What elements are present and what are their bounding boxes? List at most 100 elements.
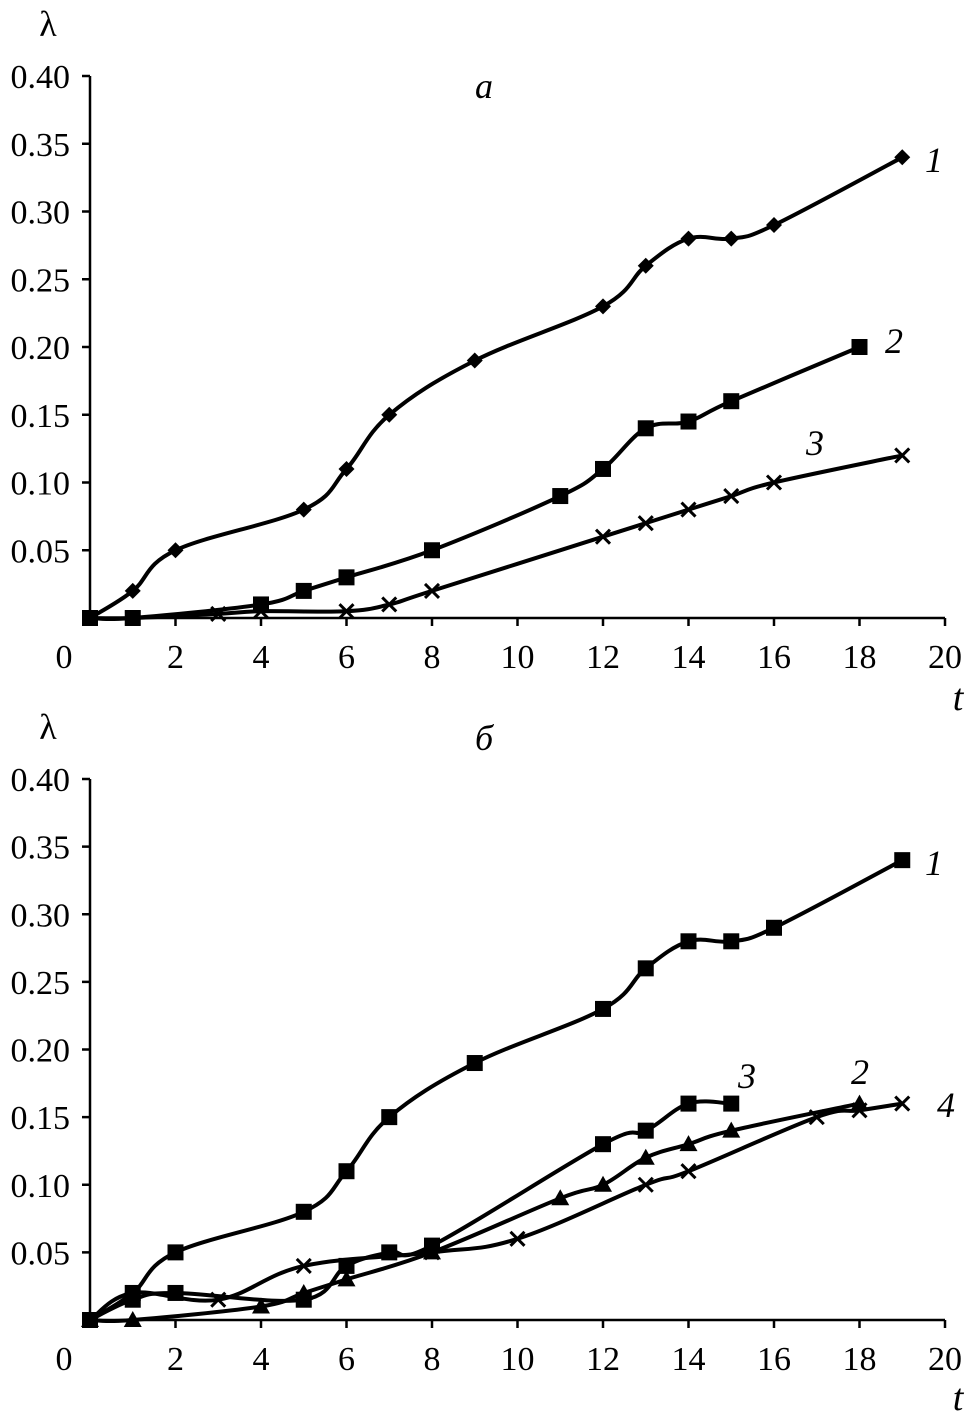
- x-tick-label: 16: [757, 1341, 791, 1378]
- series-1-point: [595, 1000, 611, 1017]
- series-2-line: [88, 345, 862, 622]
- y-tick-label: 0.10: [11, 1168, 71, 1205]
- y-tick-label: 0.05: [11, 1235, 71, 1272]
- series-3-line: [88, 1099, 734, 1322]
- series-1-point: [466, 352, 483, 369]
- series-1-point: [295, 501, 312, 518]
- series-3-point: [595, 1136, 611, 1153]
- series-1-point: [381, 406, 398, 423]
- series-4-point: [894, 1095, 911, 1112]
- x-tick-label: 10: [501, 639, 535, 676]
- series-1-point: [637, 257, 654, 274]
- chart-panel-b: 0.05 0.10 0.15 0.20 0.25 0.30 0.35 0.40 0 2 4 6 8 10 1…: [11, 707, 965, 1419]
- series-1-point: [381, 1109, 398, 1126]
- series-4-line: [88, 1101, 905, 1322]
- series-3-point: [338, 603, 355, 620]
- series-1-point: [338, 1163, 355, 1180]
- x-axis-title: t: [953, 677, 965, 719]
- y-axis-title: λ: [39, 707, 57, 747]
- x-tick-label: 2: [167, 639, 184, 676]
- series-1-point: [466, 1055, 483, 1072]
- y-tick-label: 0.40: [11, 59, 71, 96]
- series-2-point: [595, 460, 611, 477]
- series-3-point: [295, 1291, 312, 1308]
- x-tick-label: 10: [501, 1341, 535, 1378]
- series-2-line: [88, 1101, 862, 1324]
- y-tick-label: 0.35: [11, 830, 71, 867]
- series-1-point: [295, 1203, 312, 1220]
- x-tick-label: 4: [253, 639, 270, 676]
- series-2-point: [636, 1148, 655, 1165]
- y-tick-label: 0.30: [11, 195, 71, 232]
- series-1-point: [894, 149, 911, 166]
- series-3-point: [81, 609, 99, 627]
- series-2-point: [551, 1189, 570, 1206]
- series-1-point: [894, 852, 911, 869]
- x-tick-label: 14: [672, 1341, 706, 1378]
- series-3-point: [423, 582, 441, 599]
- series-4-point: [295, 1257, 312, 1274]
- series-3-point: [894, 447, 911, 464]
- series-1-point: [680, 230, 697, 247]
- y-tick-label: 0.20: [11, 1033, 71, 1070]
- series-4-label: 4: [937, 1085, 955, 1125]
- series-3-point: [723, 1095, 740, 1112]
- series-1-point: [680, 933, 697, 950]
- series-2-point: [295, 582, 312, 599]
- series-2-label: 2: [851, 1052, 869, 1092]
- y-axis-title: λ: [39, 4, 57, 44]
- series-3-point: [765, 474, 783, 491]
- x-tick-label: 0: [56, 639, 73, 676]
- series-3-point: [637, 1122, 654, 1139]
- series-2-point: [680, 413, 697, 430]
- series-1-label: 1: [925, 843, 943, 883]
- series-1-point: [167, 542, 184, 559]
- series-1-point: [338, 460, 355, 477]
- x-tick-label: 12: [586, 1341, 620, 1378]
- series-2-point: [637, 420, 654, 437]
- y-tick-label: 0.40: [11, 762, 71, 799]
- series-1-point: [167, 1244, 184, 1261]
- x-tick-label: 18: [843, 1341, 877, 1378]
- x-tick-label: 14: [672, 639, 706, 676]
- series-2-point: [722, 1121, 741, 1138]
- series-4-point: [423, 1244, 441, 1261]
- series-3-point: [680, 501, 697, 518]
- y-tick-label: 0.15: [11, 398, 71, 435]
- series-1-label: 1: [925, 140, 943, 180]
- series-1-point: [766, 919, 782, 936]
- series-1-point: [637, 960, 654, 977]
- y-tick-label: 0.25: [11, 965, 71, 1002]
- x-tick-label: 20: [928, 639, 962, 676]
- series-1-point: [124, 582, 141, 599]
- series-3-point: [723, 487, 740, 505]
- series-3-label: 3: [805, 423, 824, 463]
- series-1-point: [595, 298, 611, 315]
- x-tick-label: 2: [167, 1341, 184, 1378]
- x-axis-title: t: [953, 1377, 965, 1419]
- series-2-point: [424, 542, 440, 559]
- series-1-point: [723, 230, 740, 247]
- series-3-point: [124, 609, 141, 627]
- x-tick-label: 6: [338, 1341, 355, 1378]
- series-2-point: [552, 488, 569, 505]
- x-tick-label: 8: [424, 1341, 441, 1378]
- x-tick-label: 20: [928, 1341, 962, 1378]
- series-2-point: [679, 1135, 698, 1152]
- series-3-point: [210, 605, 227, 622]
- y-tick-label: 0.35: [11, 127, 71, 164]
- series-1-point: [723, 933, 740, 950]
- panel-label: б: [475, 718, 495, 758]
- x-tick-label: 18: [843, 639, 877, 676]
- series-4-point: [81, 1311, 99, 1329]
- y-tick-label: 0.20: [11, 330, 71, 367]
- x-tick-label: 8: [424, 639, 441, 676]
- series-3-point: [594, 528, 612, 545]
- series-4-point: [808, 1109, 825, 1126]
- series-3-point: [252, 603, 270, 620]
- series-4-point: [509, 1230, 526, 1247]
- series-3-point: [381, 596, 398, 613]
- series-4-point: [124, 1284, 141, 1302]
- series-2-point: [123, 1311, 142, 1327]
